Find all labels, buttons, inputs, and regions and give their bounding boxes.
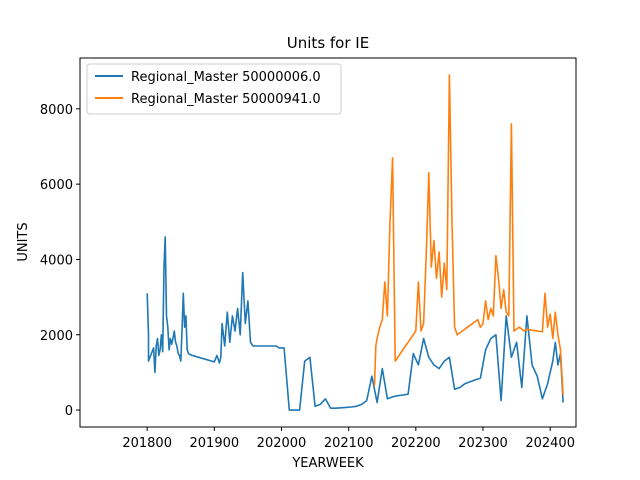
y-axis-label: UNITS [16,222,31,261]
y-axis: 0 2000 4000 6000 8000 [40,103,80,419]
y-tick-label: 0 [65,404,73,419]
y-tick-label: 6000 [40,178,73,193]
legend-label-1: Regional_Master 50000941.0 [131,92,321,107]
legend: Regional_Master 50000006.0 Regional_Mast… [86,63,342,115]
x-axis: 201800 201900 202000 202100 202200 202300 2024… [122,427,575,451]
chart-title: Units for IE [287,34,369,52]
y-tick-label: 4000 [40,253,73,268]
x-tick-label: 201800 [122,436,172,451]
y-tick-label: 2000 [40,329,73,344]
series-line-0 [146,236,564,411]
legend-box [86,63,342,115]
x-tick-label: 202400 [525,436,575,451]
x-axis-label: YEARWEEK [291,456,364,471]
x-tick-label: 202000 [257,436,307,451]
x-tick-label: 202100 [324,436,374,451]
y-tick-label: 8000 [40,103,73,118]
x-tick-label: 202200 [391,436,441,451]
series-layer [146,74,564,411]
legend-label-0: Regional_Master 50000006.0 [131,70,321,85]
x-tick-label: 202300 [458,436,508,451]
series-line-1 [373,74,564,396]
x-tick-label: 201900 [190,436,240,451]
plot-frame [79,57,577,428]
